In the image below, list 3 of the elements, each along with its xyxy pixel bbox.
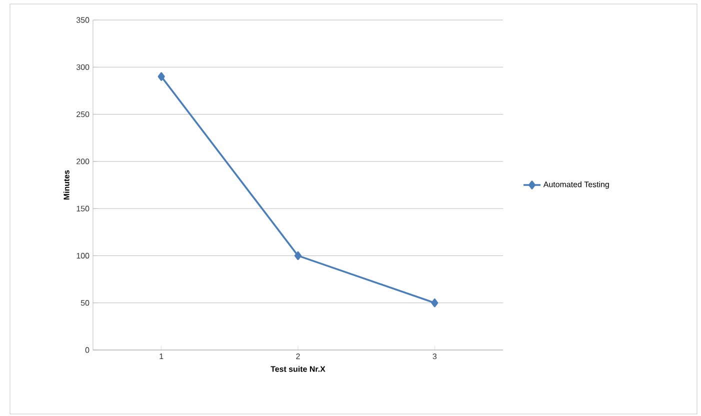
point (158, 72, 165, 81)
point (431, 298, 438, 308)
point (294, 251, 302, 260)
